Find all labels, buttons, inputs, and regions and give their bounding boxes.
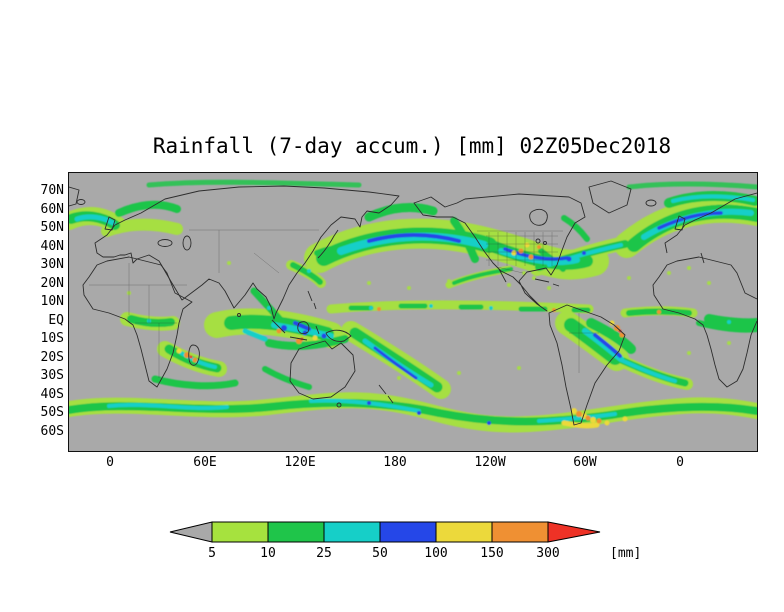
country-borders (89, 229, 599, 378)
page-title: Rainfall (7-day accum.) [mm] 02Z05Dec201… (152, 134, 672, 158)
us-state-lines (486, 232, 558, 266)
lat-tick-10s: 10S (40, 331, 64, 346)
map-canvas (69, 173, 757, 451)
colorbar-canvas (169, 521, 601, 543)
lat-tick-30s: 30S (40, 368, 64, 383)
colorbar-under-arrow (169, 521, 213, 543)
lat-tick-40n: 40N (40, 238, 64, 254)
cbar-label-5: 5 (208, 546, 216, 561)
lat-tick-10n: 10N (40, 294, 64, 309)
cbar-label-300: 300 (536, 546, 560, 561)
cbar-label-100: 100 (424, 546, 448, 561)
lat-tick-eq: EQ (48, 312, 64, 328)
cbar-label-25: 25 (316, 546, 332, 561)
lat-tick-60s: 60S (40, 423, 64, 439)
cbar-label-150: 150 (480, 546, 504, 561)
colorbar-over-arrow (547, 521, 601, 543)
lat-tick-70n: 70N (40, 183, 64, 198)
lat-tick-20s: 20S (40, 349, 64, 365)
lon-tick-0a: 0 (106, 455, 114, 470)
lat-tick-30n: 30N (40, 257, 64, 272)
cbar-label-50: 50 (372, 546, 388, 561)
lon-tick-60e: 60E (193, 455, 217, 470)
lat-tick-50s: 50S (40, 405, 64, 420)
lon-tick-120w: 120W (474, 455, 506, 470)
cbar-unit-label: [mm] (610, 546, 642, 561)
lon-tick-180: 180 (383, 455, 407, 470)
lat-tick-60n: 60N (40, 201, 64, 217)
coastlines (69, 180, 757, 426)
colorbar: 5 10 25 50 100 150 300 [mm] (148, 518, 748, 578)
lat-tick-40s: 40S (40, 386, 64, 402)
lon-tick-60w: 60W (573, 455, 597, 470)
rain-layer (69, 179, 757, 433)
lat-tick-50n: 50N (40, 220, 64, 235)
lon-tick-120e: 120E (284, 455, 316, 470)
lon-tick-0b: 0 (676, 455, 684, 470)
map-frame (68, 172, 758, 452)
lat-tick-20n: 20N (40, 275, 64, 291)
cbar-label-10: 10 (260, 546, 276, 561)
